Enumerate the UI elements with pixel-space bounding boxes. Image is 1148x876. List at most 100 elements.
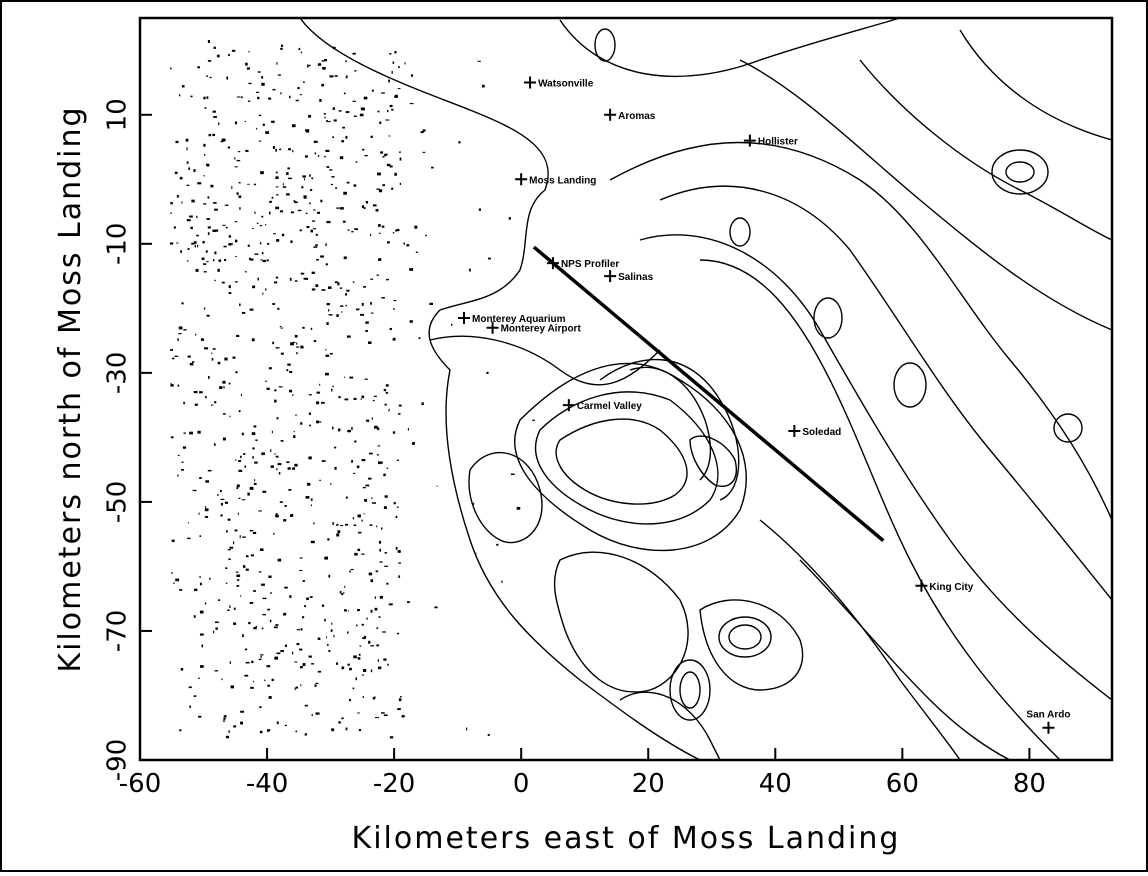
speckle-dot	[202, 263, 207, 265]
speckle-dot	[204, 602, 207, 605]
speckle-dot	[274, 399, 277, 403]
speckle-dot	[289, 277, 292, 281]
speckle-dot	[235, 371, 238, 374]
speckle-dot	[311, 714, 313, 716]
speckle-dot	[197, 430, 201, 434]
speckle-dot	[187, 248, 190, 250]
speckle-dot	[240, 710, 245, 713]
speckle-dot	[203, 203, 207, 205]
speckle-dot	[372, 502, 377, 504]
speckle-dot	[304, 733, 307, 736]
speckle-dot	[236, 484, 240, 488]
speckle-dot	[273, 626, 278, 629]
speckle-dot	[308, 655, 312, 658]
speckle-dot	[418, 337, 421, 340]
speckle-dot	[228, 285, 231, 289]
speckle-dot	[213, 202, 217, 204]
speckle-dot	[275, 194, 279, 196]
speckle-dot	[228, 292, 232, 295]
speckle-dot	[346, 181, 350, 184]
speckle-dot	[226, 530, 228, 533]
speckle-dot	[354, 70, 357, 72]
place-label: Hollister	[758, 137, 798, 148]
speckle-dot	[206, 218, 210, 220]
speckle-dot	[195, 333, 197, 336]
speckle-dot	[253, 590, 257, 592]
speckle-dot	[396, 506, 399, 508]
speckle-dot	[397, 88, 401, 90]
speckle-dot	[378, 189, 383, 193]
speckle-dot	[294, 201, 298, 204]
x-tick-label: 40	[759, 769, 792, 799]
speckle-dot	[171, 539, 175, 543]
speckle-dot	[224, 357, 228, 361]
speckle-dot	[329, 75, 334, 78]
speckle-dot	[308, 64, 311, 67]
speckle-dot	[208, 133, 212, 137]
speckle-dot	[213, 46, 216, 50]
speckle-dot	[238, 410, 241, 413]
speckle-dot	[212, 229, 217, 232]
speckle-dot	[422, 151, 426, 153]
speckle-dot	[193, 390, 198, 394]
speckle-dot	[275, 276, 279, 279]
speckle-dot	[363, 286, 366, 288]
speckle-dot	[307, 482, 311, 486]
speckle-dot	[388, 135, 391, 137]
speckle-dot	[245, 62, 248, 66]
speckle-dot	[343, 376, 346, 378]
x-tick-label: -40	[246, 769, 288, 799]
speckle-dot	[328, 314, 333, 316]
speckle-dot	[353, 397, 357, 400]
speckle-dot	[281, 233, 285, 237]
speckle-dot	[321, 289, 326, 291]
y-tick-label: -70	[103, 610, 133, 652]
speckle-dot	[218, 259, 222, 262]
speckle-dot	[316, 391, 321, 394]
speckle-dot	[214, 279, 216, 282]
speckle-dot	[362, 148, 365, 151]
speckle-dot	[290, 211, 294, 214]
speckle-dot	[336, 207, 340, 209]
speckle-dot	[364, 378, 368, 380]
speckle-dot	[377, 427, 380, 431]
speckle-dot	[209, 76, 212, 79]
speckle-dot	[376, 644, 380, 647]
speckle-dot	[253, 183, 257, 186]
speckle-dot	[181, 469, 185, 471]
speckle-dot	[305, 277, 309, 280]
speckle-dot	[404, 62, 406, 65]
speckle-dot	[269, 619, 272, 623]
speckle-dot	[487, 257, 491, 260]
speckle-dot	[175, 578, 180, 582]
speckle-dot	[234, 157, 236, 160]
speckle-dot	[352, 687, 355, 690]
speckle-dot	[261, 75, 264, 79]
speckle-dot	[257, 71, 261, 73]
speckle-dot	[272, 303, 276, 305]
speckle-dot	[469, 268, 471, 272]
speckle-dot	[237, 151, 241, 153]
speckle-dot	[331, 388, 333, 392]
speckle-dot	[388, 79, 390, 83]
place-label: Salinas	[618, 272, 653, 283]
speckle-dot	[371, 312, 374, 314]
speckle-dot	[292, 341, 296, 344]
speckle-dot	[247, 183, 250, 185]
speckle-dot	[311, 288, 316, 291]
y-axis-label: Kilometers north of Moss Landing	[53, 105, 88, 672]
speckle-dot	[329, 353, 333, 355]
speckle-dot	[317, 670, 322, 673]
speckle-dot	[311, 271, 315, 274]
speckle-dot	[288, 148, 291, 151]
speckle-dot	[315, 712, 320, 715]
speckle-dot	[290, 342, 294, 346]
speckle-dot	[282, 183, 284, 186]
speckle-dot	[206, 261, 209, 263]
speckle-dot	[349, 570, 351, 573]
speckle-dot	[267, 684, 270, 687]
speckle-dot	[252, 531, 257, 535]
speckle-dot	[363, 513, 365, 515]
speckle-dot	[258, 571, 262, 573]
speckle-dot	[195, 268, 199, 272]
